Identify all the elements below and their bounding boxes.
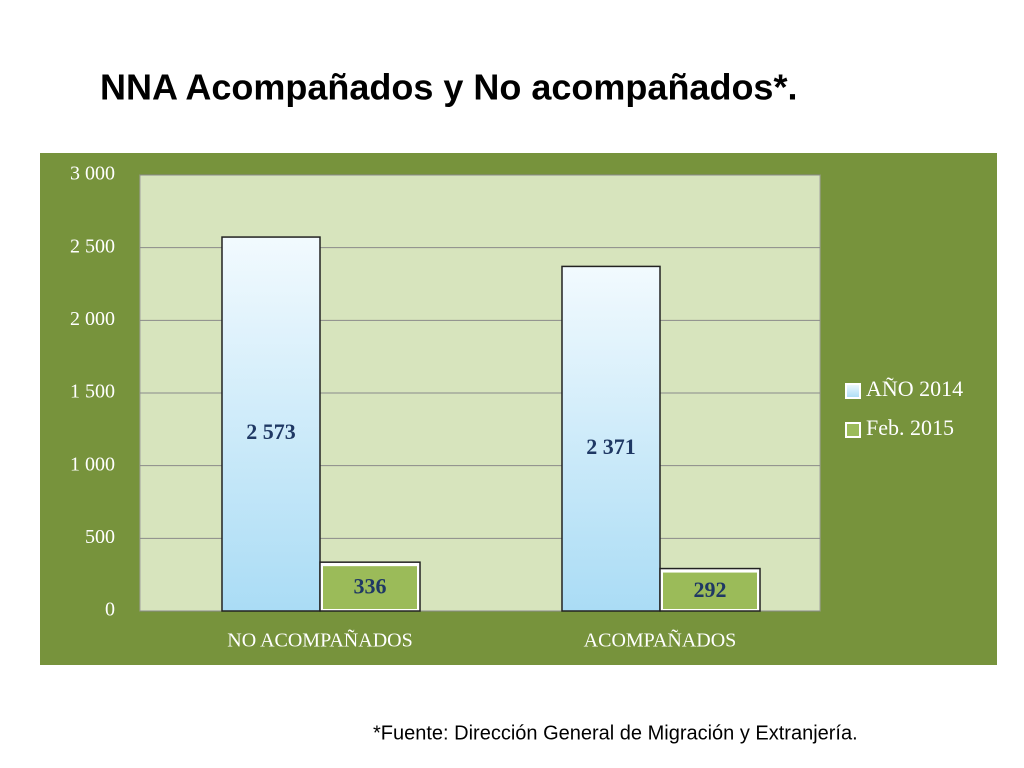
legend-swatch (845, 383, 861, 399)
y-tick-label: 2 500 (70, 235, 115, 257)
data-label: 2 371 (586, 434, 636, 459)
chart-title: NNA Acompañados y No acompañados*. (100, 67, 797, 108)
footnote: *Fuente: Dirección General de Migración … (373, 722, 858, 744)
y-tick-label: 3 000 (70, 163, 115, 185)
y-tick-label: 2 000 (70, 308, 115, 330)
x-tick-label: ACOMPAÑADOS (584, 628, 737, 652)
bar-fill (663, 572, 757, 609)
data-label: 336 (354, 574, 387, 599)
data-label: 2 573 (246, 419, 296, 444)
legend-swatch (845, 422, 861, 438)
y-tick-label: 0 (105, 599, 115, 621)
bar (221, 236, 321, 612)
data-label: 292 (694, 577, 727, 602)
x-tick-label: NO ACOMPAÑADOS (227, 628, 412, 652)
legend-label: AÑO 2014 (866, 376, 963, 401)
bar (561, 265, 661, 612)
bar-fill (323, 566, 417, 609)
y-tick-label: 1 000 (70, 453, 115, 475)
y-tick-label: 500 (85, 526, 115, 548)
legend-label: Feb. 2015 (866, 415, 954, 440)
y-tick-label: 1 500 (70, 381, 115, 403)
